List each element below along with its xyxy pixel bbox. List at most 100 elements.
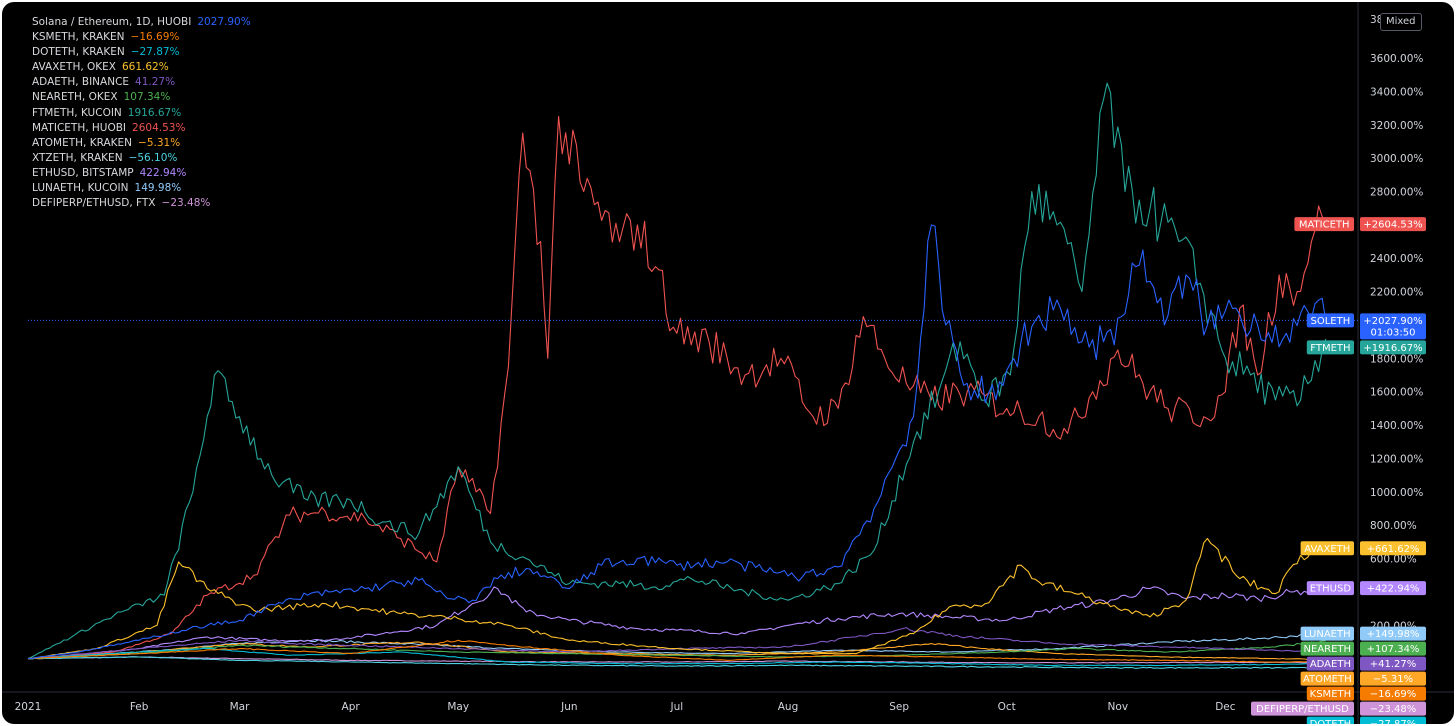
x-tick-label: Aug xyxy=(778,701,799,713)
legend-series-change: 107.34% xyxy=(123,91,171,104)
price-tag-value-bg xyxy=(1360,340,1426,355)
legend-series-name: ADAETH, BINANCE xyxy=(32,76,130,89)
y-tick-label: 2400.00% xyxy=(1370,253,1423,265)
legend-row[interactable]: DOTETH, KRAKEN −27.87% xyxy=(32,45,251,60)
legend-series-change: 2027.90% xyxy=(197,16,251,28)
price-tag-name-bg xyxy=(1300,671,1354,686)
series-line-xtzeth xyxy=(27,656,1326,670)
price-tag-name: AVAXETH xyxy=(1304,544,1350,555)
x-tick-label: May xyxy=(447,701,469,713)
series-line-defiperp-ethusd xyxy=(27,656,1326,664)
legend-row[interactable]: ATOMETH, KRAKEN −5.31% xyxy=(32,136,251,151)
legend-row[interactable]: Solana / Ethereum, 1D, HUOBI 2027.90% xyxy=(32,15,251,30)
legend-row[interactable]: ETHUSD, BITSTAMP 422.94% xyxy=(32,166,251,181)
price-tag-name-bg xyxy=(1300,626,1354,641)
price-tag-value-bg xyxy=(1360,641,1426,656)
price-tag-value-bg xyxy=(1360,541,1426,556)
legend-series-change: −23.48% xyxy=(161,197,211,210)
price-tag-name: DOTETH xyxy=(1310,719,1352,724)
price-tag-value-bg xyxy=(1360,313,1426,340)
price-tag-name-bg xyxy=(1294,217,1354,232)
legend-row[interactable]: MATICETH, HUOBI 2604.53% xyxy=(32,121,251,136)
legend-series-name: ATOMETH, KRAKEN xyxy=(32,136,133,149)
legend-series-name: DEFIPERP/ETHUSD, FTX xyxy=(32,197,156,210)
price-tag-name-bg xyxy=(1251,701,1354,716)
price-tag-name-bg xyxy=(1306,340,1354,355)
legend-series-change: 661.62% xyxy=(122,61,169,74)
x-tick-label: Oct xyxy=(998,701,1016,713)
legend-series-name: ETHUSD, BITSTAMP xyxy=(32,166,134,179)
price-tag-value: +422.94% xyxy=(1367,584,1420,595)
price-tag-value-bg xyxy=(1360,716,1426,724)
y-tick-label: 1000.00% xyxy=(1370,487,1423,499)
legend-series-name: XTZETH, KRAKEN xyxy=(32,151,123,164)
series-layer xyxy=(27,82,1327,670)
x-tick-label: Jun xyxy=(560,701,577,713)
legend-row[interactable]: XTZETH, KRAKEN −56.10% xyxy=(32,151,251,166)
price-tag-value-bg xyxy=(1360,217,1426,232)
price-tag-value: +107.34% xyxy=(1367,644,1420,655)
legend-series-change: 422.94% xyxy=(139,166,187,179)
price-tag-name: SOLETH xyxy=(1311,316,1351,327)
x-tick-label: Apr xyxy=(342,701,361,713)
series-line-ksmeth xyxy=(27,639,1326,663)
price-tag-name: NEARETH xyxy=(1304,644,1352,655)
x-tick-label: Sep xyxy=(889,701,909,713)
price-tag-value-bg xyxy=(1360,701,1426,716)
y-tick-label: 3000.00% xyxy=(1370,153,1423,165)
series-line-ftmeth xyxy=(27,82,1327,660)
price-tag-value: +1916.67% xyxy=(1363,343,1422,354)
y-tick-label: 2200.00% xyxy=(1370,287,1423,299)
legend-row[interactable]: DEFIPERP/ETHUSD, FTX −23.48% xyxy=(32,196,251,211)
legend-series-change: 41.27% xyxy=(135,76,176,89)
price-tag-value-bg xyxy=(1360,626,1426,641)
price-tag-value-bg xyxy=(1360,656,1426,671)
price-tag-name: ATOMETH xyxy=(1303,674,1352,685)
legend-row[interactable]: FTMETH, KUCOIN 1916.67% xyxy=(32,106,251,121)
price-tag-name: LUNAETH xyxy=(1304,629,1351,640)
y-tick-label: 1800.00% xyxy=(1370,353,1423,365)
series-line-atometh xyxy=(27,641,1326,661)
legend-series-change: 1916.67% xyxy=(127,106,182,119)
price-tag-name-bg xyxy=(1300,641,1354,656)
legend-series-name: Solana / Ethereum, 1D, HUOBI xyxy=(32,16,192,28)
price-tag-name-bg xyxy=(1306,581,1354,596)
legend-series-name: KSMETH, KRAKEN xyxy=(32,31,125,44)
legend-row[interactable]: KSMETH, KRAKEN −16.69% xyxy=(32,30,251,45)
y-tick-label: 600.00% xyxy=(1370,554,1417,566)
legend-series-change: 2604.53% xyxy=(132,121,186,134)
y-tick-label: 800.00% xyxy=(1370,520,1417,532)
scale-mode-button[interactable]: Mixed xyxy=(1380,13,1422,31)
legend-row[interactable]: NEARETH, OKEX 107.34% xyxy=(32,90,251,105)
y-tick-label: 3600.00% xyxy=(1370,53,1423,65)
legend-row[interactable]: LUNAETH, KUCOIN 149.98% xyxy=(32,181,251,196)
price-tag-value: −23.48% xyxy=(1370,704,1417,715)
price-tags-layer: MATICETH +2604.53% SOLETH +2027.90%01:03:50… xyxy=(1251,217,1426,724)
price-tag-value: −5.31% xyxy=(1373,674,1413,685)
price-tag-name-bg xyxy=(1306,686,1354,701)
series-line-ethusd xyxy=(27,585,1326,660)
price-tag-name: ADAETH xyxy=(1310,659,1351,670)
price-tag-value: −16.69% xyxy=(1370,689,1417,700)
series-line-neareth xyxy=(27,640,1326,660)
y-tick-label: 3200.00% xyxy=(1370,120,1423,132)
legend-series-name: MATICETH, HUOBI xyxy=(32,121,127,134)
price-tag-name-bg xyxy=(1300,541,1354,556)
legend-row[interactable]: ADAETH, BINANCE 41.27% xyxy=(32,75,251,90)
legend-series-change: −5.31% xyxy=(138,136,181,149)
legend-series-change: −16.69% xyxy=(130,31,180,44)
y-tick-label: 2800.00% xyxy=(1370,187,1423,199)
price-tag-name: ETHUSD xyxy=(1310,584,1352,595)
price-tag-name: MATICETH xyxy=(1299,220,1350,231)
price-tag-value-bg xyxy=(1360,671,1426,686)
series-legend: Solana / Ethereum, 1D, HUOBI 2027.90% KSME… xyxy=(32,15,251,211)
legend-series-name: LUNAETH, KUCOIN xyxy=(32,182,129,195)
price-tag-name-bg xyxy=(1306,656,1354,671)
legend-row[interactable]: AVAXETH, OKEX 661.62% xyxy=(32,60,251,75)
x-tick-label: Nov xyxy=(1108,701,1129,713)
y-tick-label: 1400.00% xyxy=(1370,420,1423,432)
x-tick-label: Feb xyxy=(130,701,149,713)
series-line-soleth xyxy=(27,224,1327,660)
